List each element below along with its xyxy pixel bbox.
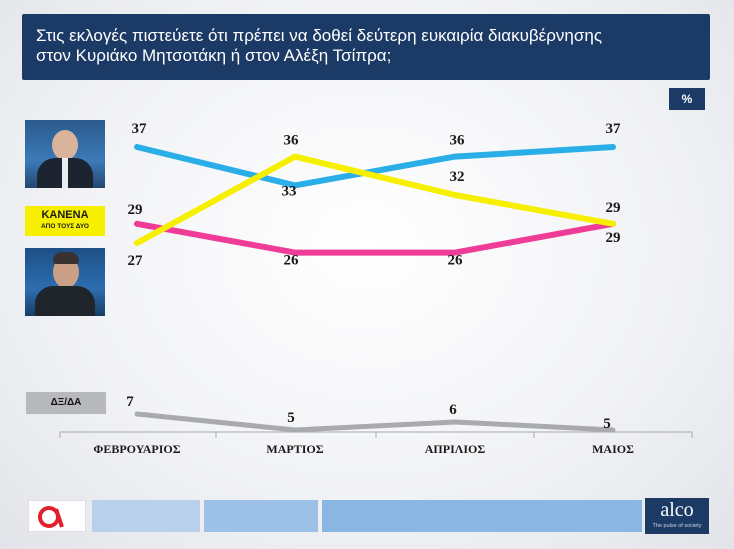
broadcaster-logo — [28, 500, 86, 532]
tsipras-series-line — [134, 220, 616, 256]
kanena-data-label: 29 — [606, 200, 621, 216]
dkda-data-label: 5 — [603, 416, 611, 432]
alco-logo-text: alco — [660, 499, 694, 521]
tsipras-photo — [25, 248, 105, 316]
x-tick-label: ΦΕΒΡΟΥΑΡΙΟΣ — [93, 442, 180, 456]
tsipras-data-label: 26 — [284, 253, 300, 269]
tsipras-data-label: 29 — [606, 230, 621, 246]
x-tick-label: ΜΑΡΤΙΟΣ — [266, 442, 323, 456]
kanena-legend-label: ΚΑΝΕΝΑ ΑΠΟ ΤΟΥΣ ΔΥΟ — [25, 206, 105, 236]
kanena-data-label: 36 — [284, 133, 300, 149]
mitsotakis-photo — [25, 120, 105, 188]
alco-tagline: The pulse of society — [652, 523, 702, 529]
alco-logo: alco The pulse of society — [645, 498, 709, 534]
tsipras-data-label: 26 — [448, 253, 464, 269]
dkda-data-label: 6 — [449, 402, 457, 418]
kanena-data-label: 27 — [128, 253, 144, 269]
kanena-label: ΚΑΝΕΝΑ — [41, 209, 89, 221]
alpha-logo-icon — [38, 506, 64, 528]
chart-title: Στις εκλογές πιστεύετε ότι πρέπει να δοθ… — [36, 26, 603, 65]
x-tick-label: ΜΑΙΟΣ — [592, 442, 634, 456]
footer-band-3 — [322, 500, 642, 532]
dkda-data-label: 7 — [126, 394, 134, 410]
kanena-series-line — [134, 153, 616, 246]
mitsotakis-data-label: 37 — [606, 121, 622, 137]
kanena-sublabel: ΑΠΟ ΤΟΥΣ ΔΥΟ — [40, 223, 89, 230]
percent-unit-badge: % — [669, 88, 705, 110]
mitsotakis-series-line — [134, 144, 616, 189]
x-tick-label: ΑΠΡΙΛΙΟΣ — [425, 442, 486, 456]
dkda-data-label: 5 — [287, 410, 295, 426]
footer-band-1 — [92, 500, 200, 532]
mitsotakis-data-label: 36 — [450, 133, 466, 149]
dkda-legend-label: ΔΞ/ΔΑ — [26, 392, 106, 414]
kanena-data-label: 32 — [450, 169, 465, 185]
dkda-series-line — [134, 411, 616, 433]
tsipras-data-label: 29 — [128, 202, 143, 218]
mitsotakis-data-label: 33 — [282, 183, 297, 199]
mitsotakis-data-label: 37 — [132, 121, 148, 137]
footer-band-2 — [204, 500, 318, 532]
title-bar: Στις εκλογές πιστεύετε ότι πρέπει να δοθ… — [22, 14, 710, 80]
